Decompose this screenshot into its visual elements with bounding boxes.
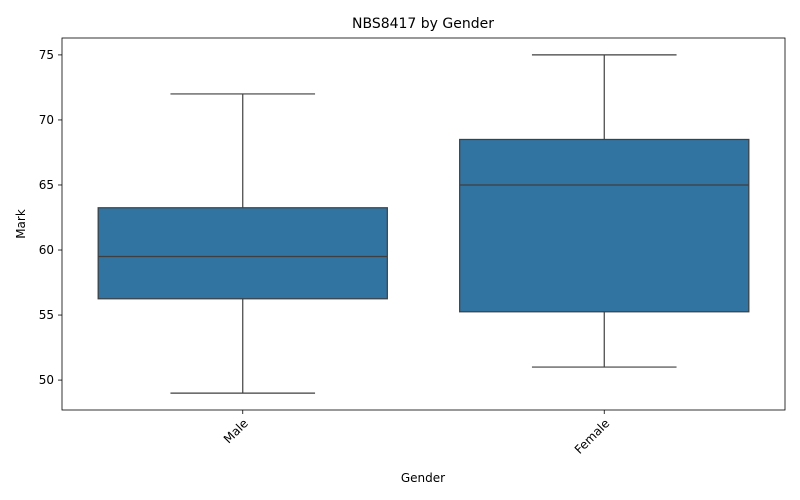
- plot-area: [97, 54, 750, 394]
- axes-frame: [61, 37, 786, 411]
- box-male: [97, 93, 388, 394]
- y-tick-label: 60: [39, 243, 54, 257]
- y-tick-label: 55: [39, 308, 54, 322]
- y-tick-label: 50: [39, 373, 54, 387]
- box-female: [459, 54, 750, 368]
- chart-title: NBS8417 by Gender: [352, 16, 494, 32]
- iqr-box: [97, 207, 388, 300]
- y-tick-label: 75: [39, 48, 54, 62]
- y-axis: 50 55 60 65 70 75: [39, 48, 62, 387]
- x-axis-label: Gender: [401, 471, 445, 485]
- y-tick-label: 70: [39, 113, 54, 127]
- y-tick-label: 65: [39, 178, 54, 192]
- y-axis-label: Mark: [14, 209, 28, 239]
- iqr-box: [459, 138, 750, 313]
